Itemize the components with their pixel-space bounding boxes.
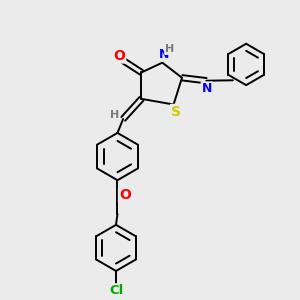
Text: O: O <box>113 49 125 63</box>
Text: N: N <box>159 48 169 61</box>
Text: O: O <box>119 188 131 202</box>
Text: Cl: Cl <box>109 284 123 297</box>
Text: N: N <box>202 82 212 95</box>
Text: H: H <box>110 110 119 120</box>
Text: S: S <box>171 105 181 119</box>
Text: H: H <box>165 44 174 54</box>
